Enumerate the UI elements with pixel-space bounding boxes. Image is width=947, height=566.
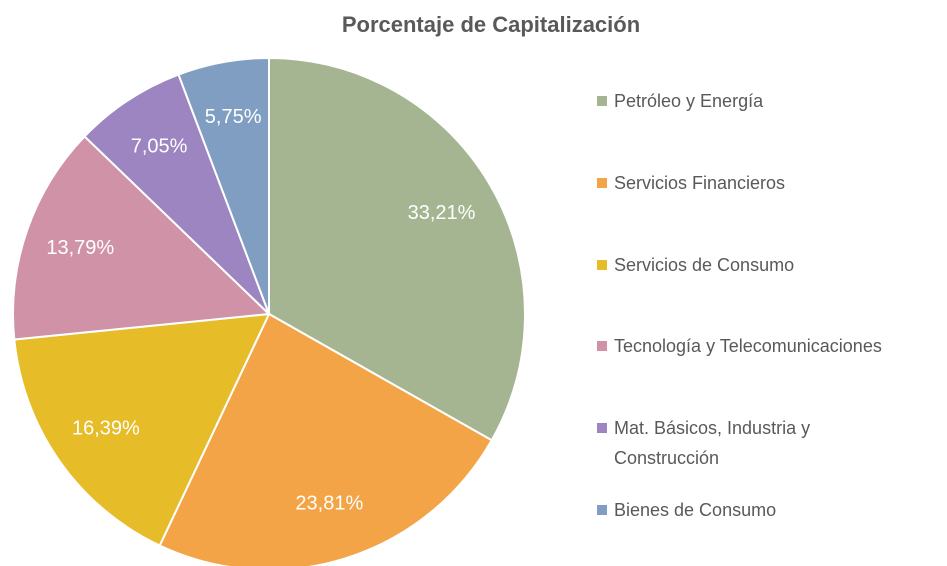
data-label: 23,81%: [295, 493, 363, 515]
legend-swatch: [597, 505, 607, 515]
legend-swatch: [597, 260, 607, 270]
data-label: 16,39%: [72, 417, 140, 439]
data-label: 13,79%: [46, 237, 114, 259]
legend-label: Servicios de Consumo: [614, 255, 795, 275]
legend-label: Tecnología y Telecomunicaciones: [614, 336, 882, 356]
chart-title: Porcentaje de Capitalización: [342, 12, 640, 37]
legend-swatch: [597, 341, 607, 351]
data-label: 7,05%: [131, 136, 188, 158]
data-label: 33,21%: [408, 202, 476, 224]
pie-slice: [177, 56, 270, 315]
pie-slice: [83, 73, 270, 315]
legend-swatch: [597, 423, 607, 433]
legend-swatch: [597, 178, 607, 188]
legend-item: Mat. Básicos, Industria y Construcción: [597, 413, 914, 473]
legend-swatch: [597, 96, 607, 106]
legend-label: Mat. Básicos, Industria y Construcción: [614, 418, 811, 468]
legend-item: Tecnología y Telecomunicaciones: [597, 331, 914, 361]
pie-slice: [13, 312, 271, 547]
legend-item: Petróleo y Energía: [597, 86, 914, 116]
legend-label: Servicios Financieros: [614, 173, 786, 193]
legend-label: Bienes de Consumo: [614, 500, 777, 520]
pie-slice: [268, 56, 526, 442]
data-label: 5,75%: [205, 106, 262, 128]
legend-label: Petróleo y Energía: [614, 91, 764, 111]
pie-slice: [158, 312, 494, 566]
legend-item: Bienes de Consumo: [597, 495, 914, 525]
legend-item: Servicios Financieros: [597, 168, 914, 198]
pie-slice: [12, 135, 272, 341]
legend-item: Servicios de Consumo: [597, 250, 914, 280]
